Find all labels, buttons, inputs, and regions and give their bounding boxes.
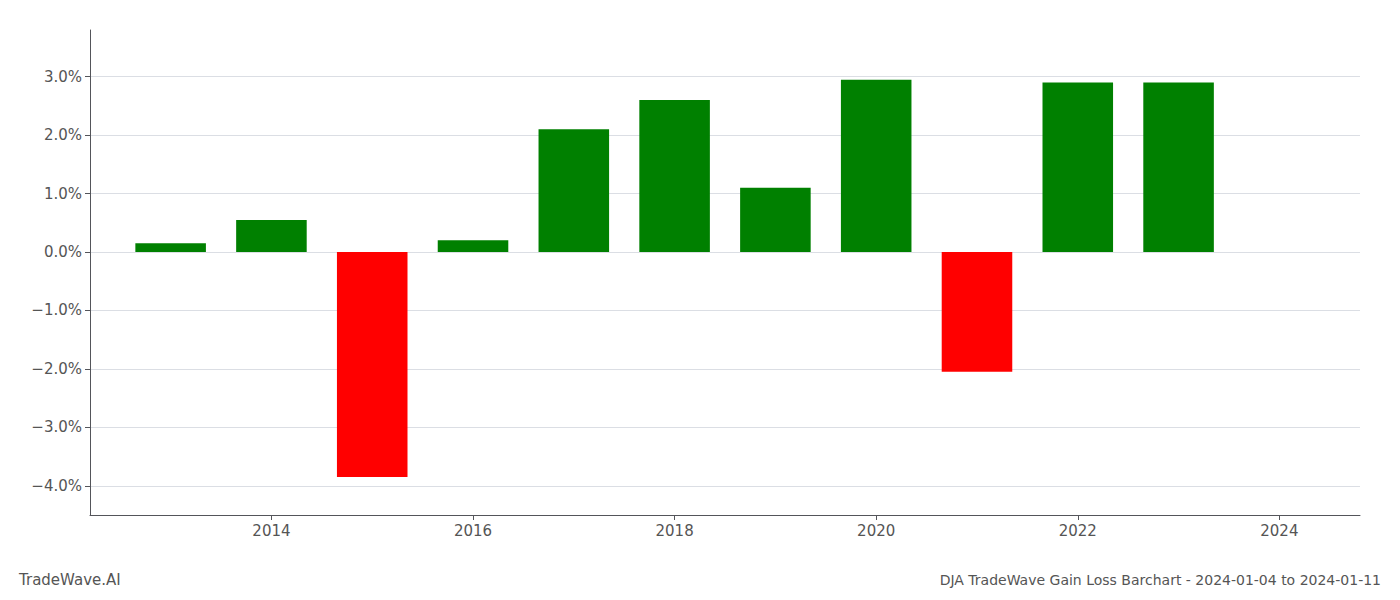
svg-text:2014: 2014: [252, 522, 290, 540]
svg-text:TradeWave.AI: TradeWave.AI: [18, 571, 121, 589]
svg-text:1.0%: 1.0%: [44, 185, 82, 203]
svg-text:2024: 2024: [1260, 522, 1298, 540]
svg-text:2022: 2022: [1059, 522, 1097, 540]
svg-text:2.0%: 2.0%: [44, 126, 82, 144]
svg-text:−1.0%: −1.0%: [31, 301, 82, 319]
svg-text:2020: 2020: [857, 522, 895, 540]
svg-text:2018: 2018: [656, 522, 694, 540]
svg-text:−4.0%: −4.0%: [31, 477, 82, 495]
svg-text:3.0%: 3.0%: [44, 68, 82, 86]
svg-text:2016: 2016: [454, 522, 492, 540]
svg-text:0.0%: 0.0%: [44, 243, 82, 261]
svg-text:−3.0%: −3.0%: [31, 418, 82, 436]
svg-text:−2.0%: −2.0%: [31, 360, 82, 378]
svg-text:DJA TradeWave Gain Loss Barcha: DJA TradeWave Gain Loss Barchart - 2024-…: [940, 572, 1381, 588]
